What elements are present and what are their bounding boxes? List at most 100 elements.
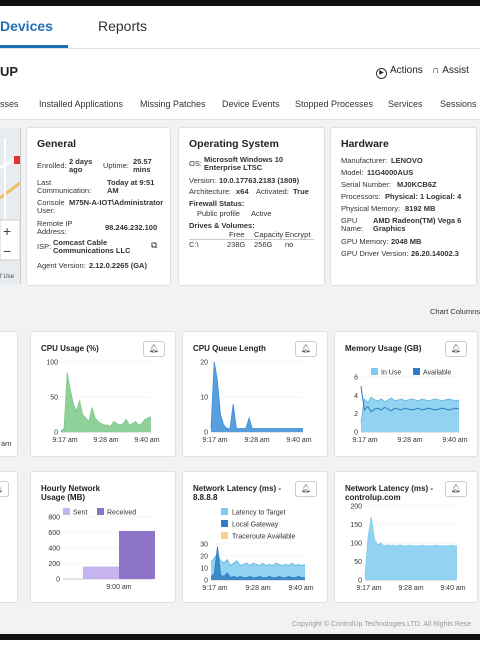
- chart-columns-link[interactable]: Chart Columns: [430, 307, 480, 316]
- gpu-driver-label: GPU Driver Version:: [341, 249, 409, 258]
- legend-swatch: [413, 368, 420, 375]
- enrolled-value: 2 days ago: [69, 157, 93, 174]
- uptime-value: 25.57 mins: [133, 157, 152, 174]
- hourly-network-card: Hourly Network Usage (MB) 0 200 400 600 800 S…: [30, 471, 176, 603]
- tab-processes[interactable]: sses: [0, 99, 19, 109]
- processors-label: Processors:: [341, 192, 381, 201]
- x-tick-label: 9:17 am: [352, 437, 377, 444]
- enrolled-label: Enrolled:: [37, 161, 67, 170]
- last-communication-label: Last Communication:: [37, 178, 92, 195]
- tab-missing-patches[interactable]: Missing Patches: [140, 99, 206, 109]
- isp-label: ISP:: [37, 242, 52, 251]
- tab-sessions[interactable]: Sessions: [440, 99, 477, 109]
- y-tick-label: 0: [54, 430, 58, 437]
- x-tick-label: 9:17 am: [356, 585, 381, 592]
- play-icon: ▶: [376, 68, 387, 79]
- bell-icon[interactable]: 🔔︎: [143, 341, 165, 357]
- top-navigation: Devices Reports: [0, 6, 480, 49]
- last-communication-value: Today at 9:51 AM: [107, 178, 155, 195]
- gpu-name-value: AMD Radeon(TM) Vega 6 Graphics: [373, 216, 462, 233]
- legend-swatch: [97, 508, 104, 515]
- legend-swatch: [221, 520, 228, 527]
- local-gateway-area: [211, 546, 305, 580]
- manufacturer-value: LENOVO: [391, 156, 423, 165]
- cpu-usage-chart: 0 50 100 9:17 am 9:28 am 9:40 am: [46, 360, 160, 445]
- cpu-queue-card: CPU Queue Length 🔔︎ 0 10 20 9:17 am 9:28 am 9…: [182, 331, 328, 457]
- x-tick-label: 9:28 am: [244, 437, 269, 444]
- tab-devices[interactable]: Devices: [0, 18, 53, 34]
- version-label: Version:: [189, 176, 217, 185]
- y-tick-label: 20: [200, 554, 208, 561]
- tab-device-events[interactable]: Device Events: [222, 99, 280, 109]
- tab-reports[interactable]: Reports: [98, 18, 148, 34]
- processors-value: Physical: 1 Logical: 4: [385, 192, 462, 201]
- agent-version-label: Agent Version:: [37, 261, 86, 270]
- gpu-memory-label: GPU Memory:: [341, 237, 389, 246]
- x-tick-label: 9:28 am: [397, 437, 422, 444]
- x-tick-label: 9:40 am: [440, 585, 465, 592]
- copyright-text: Copyright © ControlUp Technologies LTD. …: [292, 621, 472, 628]
- activated-label: Activated:: [256, 187, 289, 196]
- legend-label: Traceroute Available: [232, 534, 296, 541]
- bell-icon[interactable]: 🔔︎: [445, 481, 467, 497]
- bell-icon[interactable]: 🔔︎: [295, 481, 317, 497]
- map-terms-label: f Use: [0, 274, 15, 280]
- actions-label: Actions: [390, 65, 423, 76]
- x-tick-label: 9:28 am: [398, 585, 423, 592]
- tab-services[interactable]: Services: [388, 99, 423, 109]
- actions-button[interactable]: ▶ Actions: [376, 65, 423, 79]
- y-tick-label: 100: [46, 360, 58, 367]
- x-tick-label: 9:17 am: [202, 437, 227, 444]
- legend-label: Sent: [73, 510, 87, 517]
- y-tick-label: 600: [48, 530, 60, 537]
- y-tick-label: 2: [354, 411, 358, 418]
- firewall-status-label: Firewall Status:: [189, 199, 245, 208]
- y-tick-label: 0: [354, 430, 358, 437]
- serial-number-label: Serial Number:: [341, 180, 392, 189]
- y-tick-label: 200: [48, 561, 60, 568]
- x-tick-label: 9:17 am: [52, 437, 77, 444]
- series-area: [211, 362, 303, 432]
- hardware-heading: Hardware: [341, 138, 389, 150]
- y-tick-label: 0: [204, 430, 208, 437]
- assist-button[interactable]: ∩ Assist: [432, 65, 469, 76]
- x-tick-label: 9:40 am: [288, 585, 313, 592]
- legend-swatch: [221, 532, 228, 539]
- latency-google-card: Network Latency (ms) - 8.8.8.8 🔔︎ 0 10 20 3…: [182, 471, 328, 603]
- console-user-label: Console User:: [37, 198, 65, 215]
- frame-border: [0, 634, 480, 650]
- tab-stopped-processes[interactable]: Stopped Processes: [295, 99, 374, 109]
- latency-controlup-card: Network Latency (ms) - controlup.com 🔔︎ …: [334, 471, 478, 603]
- device-page: UP ▶ Actions ∩ Assist sses Installed Appli…: [0, 49, 480, 634]
- y-tick-label: 100: [350, 541, 362, 548]
- tab-installed-applications[interactable]: Installed Applications: [39, 99, 124, 109]
- external-link-icon[interactable]: ⧉: [151, 240, 158, 250]
- isp-value: Comcast Cable Communications LLC: [53, 238, 131, 255]
- x-tick-label: 9:28 am: [93, 437, 118, 444]
- location-map[interactable]: + − f Use: [0, 128, 21, 284]
- series-line: [364, 517, 458, 577]
- y-tick-label: 400: [48, 546, 60, 553]
- remote-ip-label: Remote IP Address:: [37, 219, 73, 236]
- legend-swatch: [371, 368, 378, 375]
- drive-header-encrypt: Encrypt: [285, 230, 311, 239]
- y-tick-label: 50: [50, 395, 58, 402]
- version-value: 10.0.17763.2183 (1809): [219, 176, 300, 185]
- y-tick-label: 20: [200, 360, 208, 367]
- y-tick-label: 6: [354, 375, 358, 382]
- legend-swatch: [221, 508, 228, 515]
- series-line: [210, 361, 303, 429]
- uptime-label: Uptime:: [103, 161, 129, 170]
- legend-label: Local Gateway: [232, 522, 279, 529]
- model-value: 11G4000AUS: [367, 168, 414, 177]
- bell-icon[interactable]: 🔔︎: [295, 341, 317, 357]
- x-tick-label: 9:28 am: [245, 585, 270, 592]
- bell-icon[interactable]: 🔔︎: [0, 481, 9, 497]
- gpu-driver-value: 26.20.14002.3: [411, 249, 459, 258]
- bell-icon[interactable]: 🔔︎: [445, 341, 467, 357]
- latency-to-target-area: [211, 553, 305, 580]
- y-tick-label: 10: [200, 395, 208, 402]
- hourly-network-title: Hourly Network Usage (MB): [41, 484, 101, 502]
- latency-controlup-title: Network Latency (ms) - controlup.com: [345, 484, 434, 502]
- os-label: OS:: [189, 159, 202, 168]
